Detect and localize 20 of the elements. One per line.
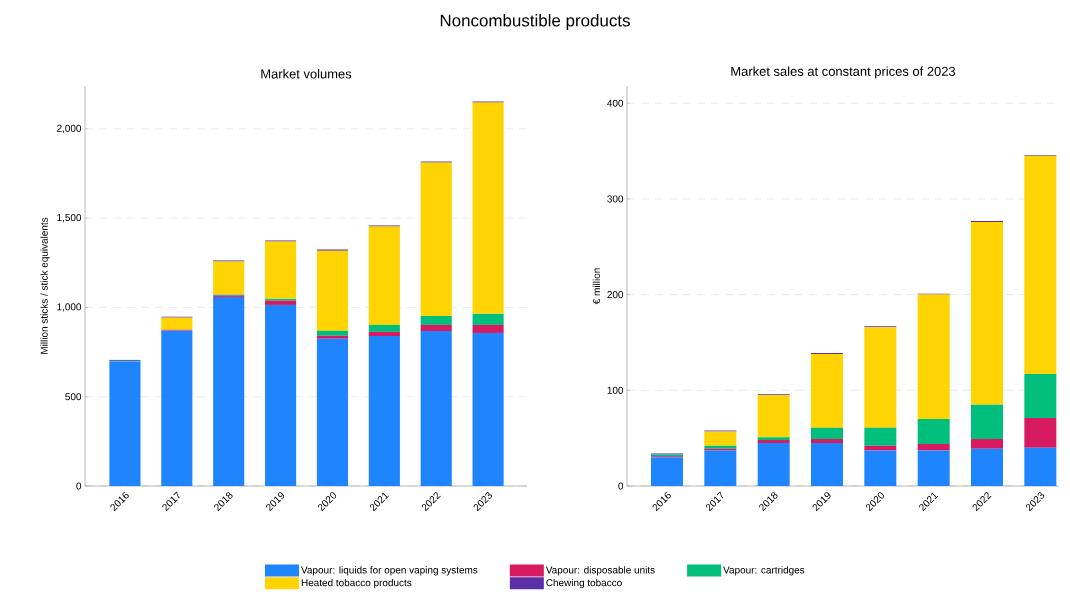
chart-subtitle: Market volumes <box>261 68 352 79</box>
legend-label: Vapour: cartridges <box>723 566 805 576</box>
y-tick-label: 0 <box>618 482 624 490</box>
y-tick-label: 0 <box>76 482 82 490</box>
legend-label: Vapour: disposable units <box>545 566 655 576</box>
y-tick-label: 1,500 <box>57 214 82 223</box>
y-tick-label: 500 <box>65 393 82 401</box>
legend-label: Vapour: liquids for open vaping systems <box>301 566 478 576</box>
chart-title: Noncombustible products <box>440 14 630 30</box>
y-tick-label: 400 <box>607 99 624 107</box>
y-tick-label: 200 <box>607 291 624 299</box>
legend-label: Chewing tobacco <box>546 578 622 589</box>
y-tick-label: 2,000 <box>57 124 82 133</box>
chart-subtitle: Market sales at constant prices of 2023 <box>731 66 956 79</box>
y-tick-label: 100 <box>607 386 624 394</box>
y-axis-title: Million sticks / stick equivalents <box>40 217 50 354</box>
y-tick-label: 1,000 <box>57 303 82 312</box>
y-tick-label: 300 <box>607 195 624 203</box>
legend-label: Heated tobacco products <box>301 578 412 589</box>
y-axis-title: € million <box>592 268 601 305</box>
